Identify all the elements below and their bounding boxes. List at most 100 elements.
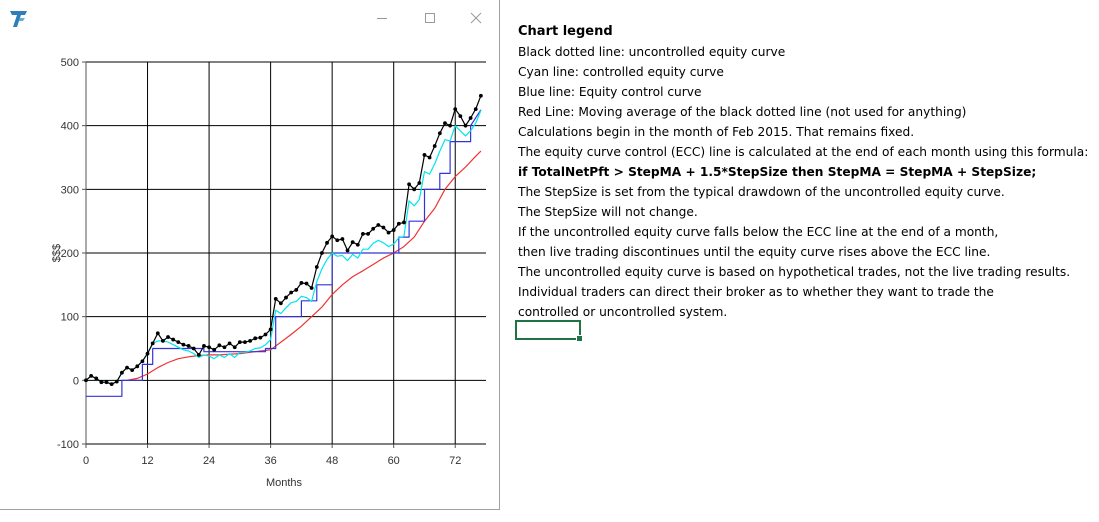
series-uncontrolled-point <box>227 341 232 346</box>
chart-window: 0 12 24 36 48 60 72 -100 0 100 200 300 400 500 Months $… <box>0 0 500 510</box>
series-uncontrolled-point <box>330 234 335 239</box>
series-uncontrolled-point <box>402 220 406 225</box>
legend-line: then live trading discontinues until the… <box>518 245 991 259</box>
series-uncontrolled-point <box>186 344 191 348</box>
series-uncontrolled-point <box>114 379 119 384</box>
selected-cell[interactable] <box>515 320 583 342</box>
series-uncontrolled-point <box>176 340 181 345</box>
series-uncontrolled-point <box>207 345 211 350</box>
series-uncontrolled-point <box>448 123 453 128</box>
app-logo-icon <box>8 8 30 30</box>
y-tick-label: 400 <box>61 121 79 133</box>
series-uncontrolled-point <box>181 342 186 347</box>
legend-line: The StepSize is set from the typical dra… <box>518 185 1005 199</box>
legend-line: Black dotted line: uncontrolled equity c… <box>518 45 786 59</box>
series-uncontrolled-point <box>140 359 145 364</box>
series-uncontrolled-point <box>361 232 365 236</box>
series-uncontrolled-point <box>145 351 150 356</box>
x-tick-label: 36 <box>264 455 276 467</box>
series-uncontrolled-point <box>386 230 391 235</box>
series-uncontrolled-point <box>243 340 247 345</box>
series-uncontrolled-point <box>191 346 196 351</box>
grid <box>85 61 486 445</box>
maximize-icon[interactable] <box>422 10 438 26</box>
legend-line: The uncontrolled equity curve is based o… <box>518 265 1071 279</box>
series-uncontrolled-point <box>84 378 88 383</box>
series-uncontrolled-point <box>468 116 473 120</box>
series-uncontrolled-point <box>391 228 396 232</box>
series <box>84 93 483 397</box>
series-uncontrolled-point <box>258 335 263 340</box>
series-uncontrolled-point <box>432 144 437 148</box>
x-axis-label: Months <box>266 477 303 489</box>
series-uncontrolled-point <box>89 373 94 378</box>
series-uncontrolled-point <box>314 265 319 269</box>
legend-line: controlled or uncontrolled system. <box>518 305 728 319</box>
series-uncontrolled-point <box>248 338 253 343</box>
legend-line: The equity curve control (ECC) line is c… <box>518 145 1089 159</box>
series-uncontrolled-point <box>135 364 140 369</box>
series-uncontrolled-point <box>345 248 350 253</box>
series-uncontrolled-point <box>458 114 463 119</box>
y-tick-label: -100 <box>57 439 79 451</box>
series-uncontrolled-point <box>263 332 268 337</box>
x-tick-label: 72 <box>449 455 461 467</box>
series-uncontrolled-point <box>412 187 417 192</box>
series-uncontrolled-point <box>427 155 432 160</box>
series-uncontrolled-point <box>232 345 237 350</box>
series-uncontrolled-point <box>171 337 176 342</box>
series-uncontrolled-point <box>422 153 427 157</box>
series-uncontrolled-point <box>443 121 447 126</box>
x-tick-label: 48 <box>326 455 338 467</box>
series-moving-average-line <box>126 150 482 381</box>
series-uncontrolled-point <box>463 123 468 128</box>
y-tick-label: 100 <box>61 312 79 324</box>
axes <box>82 61 456 448</box>
series-uncontrolled-point <box>284 295 288 300</box>
series-uncontrolled-point <box>309 286 314 290</box>
fill-handle[interactable] <box>576 335 583 342</box>
series-uncontrolled-point <box>294 288 299 292</box>
series-uncontrolled-point <box>268 327 273 332</box>
legend-line: The StepSize will not change. <box>518 205 698 219</box>
legend-line: Cyan line: controlled equity curve <box>518 65 724 79</box>
labels: 0 12 24 36 48 60 72 -100 0 100 200 300 400 500 Months $… <box>51 57 461 489</box>
series-uncontrolled-point <box>155 331 160 336</box>
series-uncontrolled-point <box>130 368 135 373</box>
series-uncontrolled-point <box>222 345 227 350</box>
series-uncontrolled-point <box>319 251 324 255</box>
series-uncontrolled-point <box>104 380 109 385</box>
series-uncontrolled-point <box>217 343 222 348</box>
equity-chart: 0 12 24 36 48 60 72 -100 0 100 200 300 400 500 Months $… <box>51 57 486 489</box>
legend-line: Calculations begin in the month of Feb 2… <box>518 125 915 139</box>
y-tick-label: 500 <box>61 57 79 69</box>
series-uncontrolled-point <box>478 93 483 98</box>
series-uncontrolled-point <box>94 376 99 381</box>
series-uncontrolled-point <box>161 338 165 343</box>
x-tick-label: 60 <box>388 455 400 467</box>
series-uncontrolled-point <box>437 131 442 136</box>
series-uncontrolled-point <box>212 347 217 352</box>
minimize-icon[interactable] <box>374 10 390 26</box>
chart-legend: Chart legend Black dotted line: uncontro… <box>518 22 1093 322</box>
legend-line: If the uncontrolled equity curve falls b… <box>518 225 999 239</box>
series-uncontrolled-point <box>299 281 304 285</box>
y-tick-label: 300 <box>61 184 79 196</box>
series-uncontrolled-point <box>366 232 370 236</box>
series-uncontrolled-point <box>196 352 201 357</box>
series-uncontrolled-point <box>325 240 329 245</box>
series-uncontrolled-point <box>125 365 129 370</box>
series-uncontrolled-point <box>119 370 124 375</box>
series-uncontrolled-point <box>355 242 360 247</box>
x-tick-label: 12 <box>141 455 153 467</box>
series-uncontrolled-point <box>166 335 170 339</box>
series-ecc-line <box>86 109 482 397</box>
x-tick-label: 0 <box>83 455 89 467</box>
legend-line: Individual traders can direct their brok… <box>518 285 994 299</box>
x-tick-label: 24 <box>203 455 215 467</box>
series-uncontrolled-point <box>253 336 258 341</box>
close-icon[interactable] <box>468 10 484 26</box>
y-tick-label: 200 <box>61 248 79 260</box>
series-uncontrolled-point <box>237 340 242 345</box>
series-uncontrolled-point <box>99 380 104 385</box>
